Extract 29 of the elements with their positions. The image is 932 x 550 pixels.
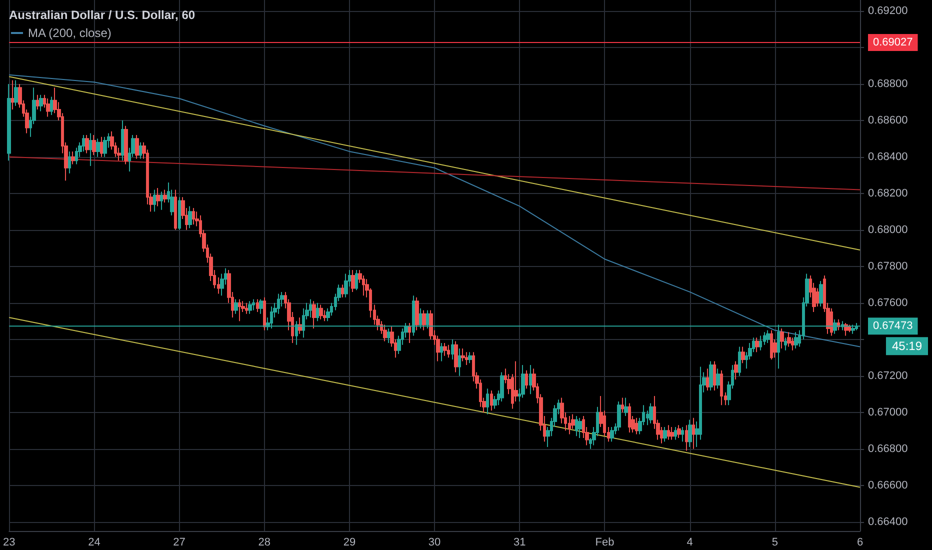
y-tick-label: 0.67600 — [868, 296, 908, 309]
x-tick-label: 31 — [514, 536, 526, 548]
y-tick-label: 0.69200 — [868, 4, 908, 17]
x-tick-label: 28 — [258, 536, 271, 548]
x-tick-label: 4 — [686, 536, 693, 548]
text: 45:19 — [892, 339, 922, 354]
y-tick-label: 0.68200 — [868, 187, 908, 200]
ref-line-label: 0.67473 — [873, 320, 913, 332]
x-tick-label: 23 — [2, 536, 16, 548]
x-tick-label: 24 — [88, 536, 100, 548]
x-tick-label: 6 — [856, 536, 864, 548]
y-tick-label: 0.68000 — [868, 224, 908, 236]
text: Australian Dollar / U.S. Dollar, 60 — [9, 8, 196, 22]
ref-line-label: 0.69027 — [873, 36, 913, 49]
legend-label: MA (200, close) — [28, 26, 112, 40]
x-tick-label: 30 — [428, 536, 441, 548]
x-tick-label: 5 — [772, 536, 778, 548]
y-tick-label: 0.68800 — [868, 78, 908, 90]
y-tick-label: 0.67800 — [868, 260, 908, 272]
x-tick-label: 27 — [173, 536, 186, 548]
x-tick-label: Feb — [595, 536, 614, 548]
y-tick-label: 0.68400 — [868, 150, 908, 163]
y-tick-label: 0.66400 — [868, 516, 908, 528]
x-tick-label: 29 — [343, 536, 356, 548]
y-tick-label: 0.66800 — [868, 442, 908, 455]
y-tick-label: 0.67200 — [868, 370, 908, 382]
y-tick-label: 0.68600 — [868, 114, 908, 126]
y-tick-label: 0.66600 — [868, 479, 908, 492]
y-tick-label: 0.67000 — [868, 406, 908, 418]
